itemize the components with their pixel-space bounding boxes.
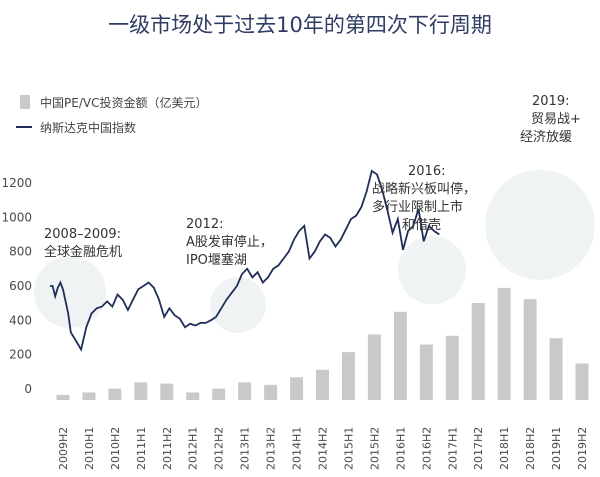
- index-line: [50, 169, 440, 352]
- bar-series: [56, 287, 589, 400]
- x-tick-2012H1: 2012H1: [187, 427, 200, 470]
- bar-2012H2: [212, 388, 226, 400]
- y-tick-600: 600: [9, 279, 32, 293]
- line-series: [50, 169, 440, 352]
- x-tick-2012H2: 2012H2: [213, 427, 226, 470]
- bar-2017H2: [471, 302, 485, 400]
- bar-2019H2: [575, 363, 589, 400]
- bar-2010H1: [82, 392, 96, 400]
- bar-2017H1: [445, 335, 459, 400]
- annotation-2012-text: A股发审停止，: [186, 234, 273, 250]
- bar-2013H1: [238, 382, 252, 400]
- bar-2018H1: [497, 287, 511, 400]
- annotation-2019-text2: 经济放缓: [520, 130, 572, 145]
- x-tick-2011H1: 2011H1: [135, 427, 148, 470]
- bar-2012H1: [186, 392, 200, 400]
- x-tick-2014H2: 2014H2: [317, 427, 330, 470]
- x-tick-2009H2: 2009H2: [57, 427, 70, 470]
- bar-2016H2: [419, 344, 433, 400]
- bar-2015H2: [367, 334, 381, 400]
- annotation-2016-text2: 多行业限制上市: [372, 199, 463, 215]
- x-tick-2018H1: 2018H1: [498, 427, 511, 470]
- y-tick-200: 200: [9, 348, 32, 362]
- x-tick-2017H2: 2017H2: [472, 427, 485, 470]
- bar-2011H2: [160, 383, 174, 400]
- annotation-2016-text: 战略新兴板叫停，: [372, 181, 476, 197]
- bar-2016H1: [393, 311, 407, 400]
- annotation-2009-label: 2008–2009:: [44, 227, 121, 242]
- x-tick-2013H2: 2013H2: [265, 427, 278, 470]
- bar-2014H1: [290, 377, 304, 400]
- bar-2013H2: [264, 384, 278, 400]
- annotations: 2008–2009: 全球金融危机 2012: A股发审停止， IPO堰塞湖 2…: [44, 94, 581, 268]
- annotation-2012-label: 2012:: [186, 217, 223, 232]
- annotation-2009-text: 全球金融危机: [44, 244, 122, 260]
- x-tick-2018H2: 2018H2: [524, 427, 537, 470]
- y-tick-0: 0: [24, 382, 32, 396]
- x-tick-2019H2: 2019H2: [576, 427, 589, 470]
- y-tick-1000: 1000: [1, 210, 32, 224]
- y-tick-400: 400: [9, 313, 32, 327]
- bar-2014H2: [316, 369, 329, 400]
- bar-2018H2: [523, 299, 537, 400]
- bar-2009H2: [56, 394, 70, 400]
- x-tick-2014H1: 2014H1: [291, 427, 304, 470]
- highlight-circle-2009: [34, 256, 106, 328]
- x-tick-2017H1: 2017H1: [446, 427, 459, 470]
- legend: 中国PE/VC投资金额（亿美元） 纳斯达克中国指数: [16, 95, 207, 135]
- x-tick-2015H2: 2015H2: [368, 427, 381, 470]
- x-tick-2010H2: 2010H2: [109, 427, 122, 470]
- chart-title: 一级市场处于过去10年的第四次下行周期: [108, 13, 492, 37]
- y-tick-800: 800: [9, 245, 32, 259]
- bar-2010H2: [108, 388, 122, 400]
- highlight-circle-2019: [485, 170, 595, 280]
- highlight-circle-2012: [210, 277, 266, 333]
- annotation-2019-label: 2019:: [532, 94, 569, 109]
- x-tick-2013H1: 2013H1: [239, 427, 252, 470]
- bar-2011H1: [134, 382, 148, 400]
- legend-bar-label: 中国PE/VC投资金额（亿美元）: [40, 95, 207, 110]
- x-tick-2011H2: 2011H2: [161, 427, 174, 470]
- x-tick-2016H1: 2016H1: [394, 427, 407, 470]
- bar-2015H1: [341, 352, 355, 400]
- annotation-2016-text3: 和借壳: [402, 218, 441, 233]
- annotation-2016-label: 2016:: [408, 164, 445, 179]
- y-tick-1200: 1200: [1, 176, 32, 190]
- annotation-2019-text: 贸易战+: [531, 112, 581, 127]
- y-axis-ticks: 0 200 400 600 800 1000 1200: [1, 176, 32, 396]
- x-axis-ticks: 2009H2 2010H1 2010H2 2011H1 2011H2 2012H1 2012…: [57, 427, 589, 470]
- x-tick-2016H2: 2016H2: [420, 427, 433, 470]
- x-tick-2010H1: 2010H1: [83, 427, 96, 470]
- annotation-2012-text2: IPO堰塞湖: [186, 252, 247, 268]
- legend-bar-marker: [20, 95, 30, 109]
- highlight-circles: [34, 170, 595, 333]
- legend-line-label: 纳斯达克中国指数: [40, 120, 136, 135]
- highlight-circle-2016: [398, 236, 466, 304]
- bar-2019H1: [549, 338, 563, 400]
- x-tick-2019H1: 2019H1: [550, 427, 563, 470]
- x-tick-2015H1: 2015H1: [342, 427, 355, 470]
